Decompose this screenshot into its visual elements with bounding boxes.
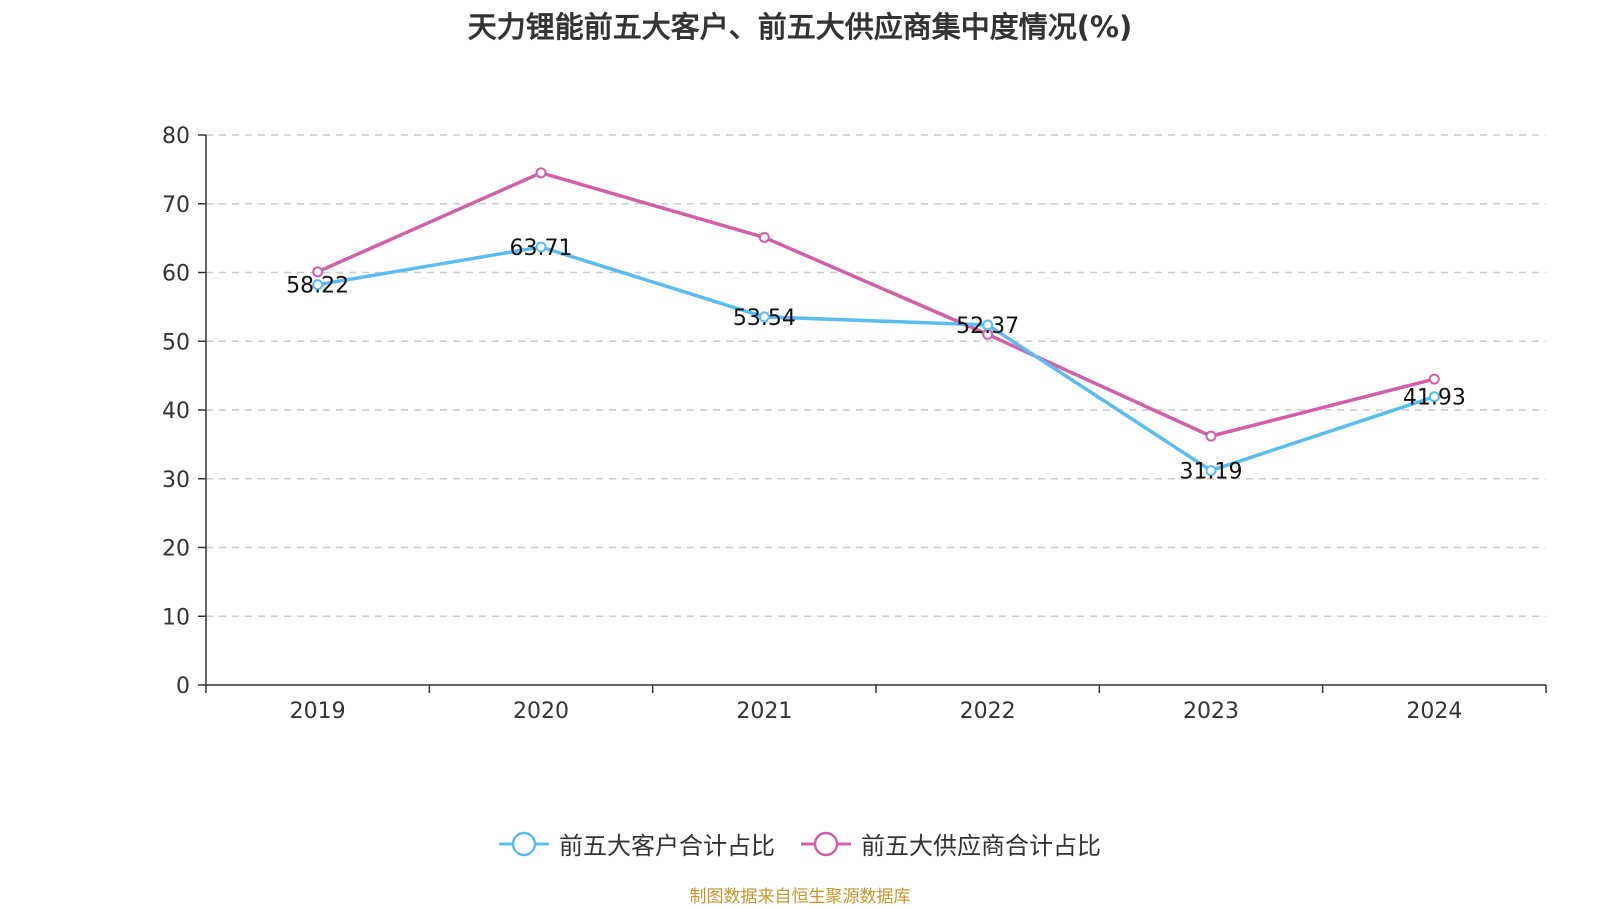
legend-marker-suppliers <box>801 831 851 856</box>
x-axis-ticks: 2019 2020 2021 2022 2023 2024 <box>205 685 1547 724</box>
legend: 前五大客户合计占比 前五大供应商合计占比 <box>0 826 1600 861</box>
data-point <box>758 311 770 323</box>
y-tick-label: 0 <box>176 674 190 699</box>
y-tick-label: 50 <box>162 330 190 355</box>
data-point <box>1428 391 1440 403</box>
data-label: 31.19 <box>1180 460 1243 485</box>
y-tick-label: 10 <box>162 605 190 630</box>
x-tick-label: 2021 <box>736 699 792 724</box>
x-tick-label: 2022 <box>960 699 1016 724</box>
chart-title: 天力锂能前五大客户、前五大供应商集中度情况(%) <box>467 10 1133 44</box>
legend-item-customers[interactable]: 前五大客户合计占比 <box>499 826 775 861</box>
series-line-1 <box>316 171 1435 438</box>
series-line-0 <box>317 245 1435 473</box>
y-tick-label: 30 <box>162 468 190 493</box>
data-label: 63.71 <box>510 236 573 261</box>
x-tick-label: 2023 <box>1183 699 1239 724</box>
data-label: 41.93 <box>1403 386 1466 411</box>
data-point <box>1428 373 1440 385</box>
series-layer <box>312 167 1440 477</box>
data-label: 58.22 <box>286 274 349 299</box>
grid-lines <box>206 134 1546 617</box>
data-point <box>1205 430 1217 442</box>
y-tick-label: 70 <box>162 193 190 218</box>
y-tick-label: 80 <box>162 124 190 149</box>
y-tick-label: 60 <box>162 262 190 287</box>
y-tick-label: 20 <box>162 537 190 562</box>
source-note: 制图数据来自恒生聚源数据库 <box>689 887 911 907</box>
data-point <box>758 231 770 243</box>
y-axis-ticks: 0 10 20 30 40 50 60 70 80 <box>162 124 206 699</box>
x-tick-label: 2019 <box>290 699 346 724</box>
data-label: 52.37 <box>956 314 1019 339</box>
x-tick-label: 2024 <box>1406 699 1462 724</box>
data-point <box>982 319 994 331</box>
data-point <box>535 241 547 253</box>
data-point <box>312 266 324 278</box>
data-labels: 58.22 63.71 53.54 52.37 31.19 41.93 <box>286 236 1466 485</box>
x-tick-label: 2020 <box>513 699 569 724</box>
data-label: 53.54 <box>733 306 796 331</box>
data-point <box>1205 465 1217 477</box>
legend-marker-customers <box>499 831 549 856</box>
data-point <box>312 279 324 291</box>
legend-label-customers: 前五大客户合计占比 <box>559 832 775 860</box>
legend-item-suppliers[interactable]: 前五大供应商合计占比 <box>801 826 1101 861</box>
legend-label-suppliers: 前五大供应商合计占比 <box>861 832 1101 860</box>
y-tick-label: 40 <box>162 399 190 424</box>
data-point <box>535 167 547 179</box>
